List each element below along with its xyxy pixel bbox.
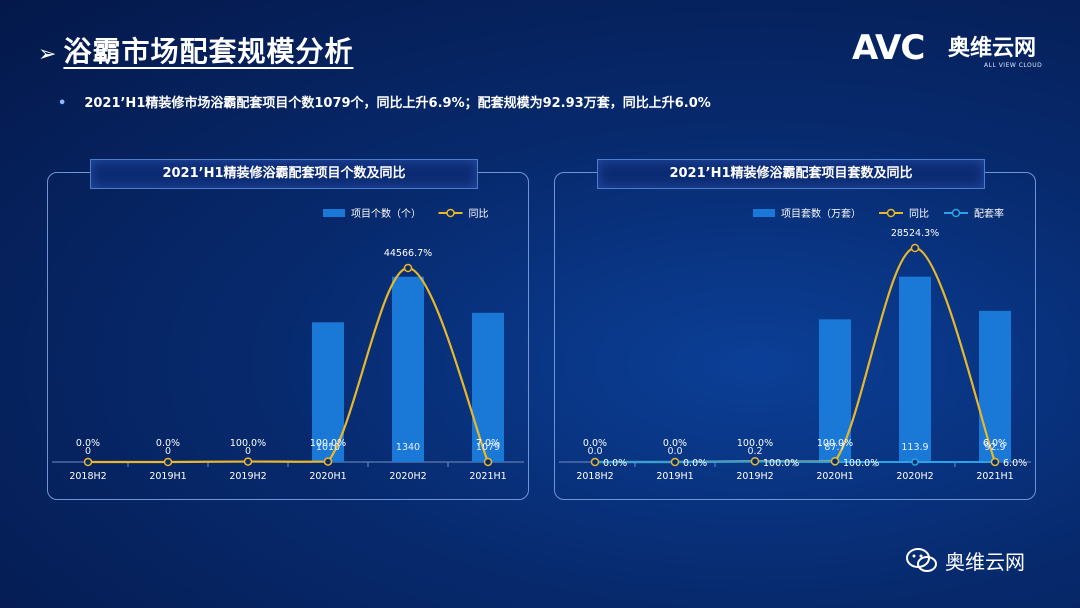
x-tick-label: 2020H2 [896, 471, 933, 482]
x-tick-label: 2019H2 [736, 471, 773, 482]
yoy-marker [83, 457, 93, 467]
legend-label: 同比 [469, 208, 489, 220]
x-tick-label: 2019H1 [149, 471, 186, 482]
legend-marker [446, 208, 455, 218]
bar-value-label: 0 [85, 446, 91, 457]
yoy-label: 7.0% [476, 438, 500, 449]
rate-label: 0.0% [683, 458, 707, 469]
yoy-marker [990, 457, 1000, 467]
bar-value-label: 0.0 [667, 446, 682, 457]
x-tick-label: 2018H2 [576, 471, 613, 482]
yoy-label: 28524.3% [891, 228, 939, 239]
yoy-marker [483, 457, 493, 467]
rate-label: 0.0% [603, 458, 627, 469]
bar-value-label: 0 [245, 446, 251, 457]
bar [392, 276, 424, 462]
bar-value-label: 0.0 [587, 446, 602, 457]
legend-label: 同比 [909, 208, 929, 220]
bullet-icon: • [58, 96, 67, 111]
yoy-marker [403, 263, 413, 273]
legend-label: 项目个数（个） [351, 207, 421, 220]
chart-panel-count: 2021’H1精装修浴霸配套项目个数及同比 项目个数（个） 同比 2018H2 201… [47, 159, 529, 500]
legend-marker [951, 208, 961, 218]
yoy-label: 0.0% [663, 438, 687, 449]
yoy-label: 6.0% [983, 438, 1007, 449]
x-tick-label: 2020H1 [309, 471, 346, 482]
legend-marker [886, 208, 896, 218]
bar-value-label: 1079 [476, 442, 500, 453]
logo-cn: 奥维云网 [948, 36, 1037, 61]
page-title: ➢ 浴霸市场配套规模分析 [38, 30, 353, 70]
legend-label: 配套率 [974, 207, 1004, 220]
yoy-label: 100.0% [737, 438, 773, 449]
legend-label: 项目套数（万套） [781, 207, 861, 220]
yoy-line [88, 266, 490, 464]
yoy-marker [163, 457, 173, 467]
summary-text: 2021’H1精装修市场浴霸配套项目个数1079个，同比上升6.9%；配套规模为… [84, 96, 711, 111]
bar [472, 312, 504, 462]
title-arrow-icon: ➢ [38, 42, 58, 67]
yoy-marker [910, 243, 920, 253]
rate-marker [911, 458, 919, 466]
bar-value-label: 87.7 [824, 442, 845, 453]
wechat-label: 奥维云网 [945, 550, 1025, 574]
chart-panel-sets: 2021’H1精装修浴霸配套项目套数及同比 项目套数（万套） 同比 配套率 2018H… [554, 159, 1036, 500]
yoy-marker [243, 457, 253, 466]
yoy-label: 0.0% [583, 438, 607, 449]
chart-title-sets: 2021’H1精装修浴霸配套项目套数及同比 [597, 159, 985, 189]
yoy-marker [670, 457, 680, 467]
wechat-icon [906, 548, 937, 572]
yoy-label: 44566.7% [384, 248, 432, 259]
rate-label: 100.0% [763, 458, 799, 469]
bar-value-label: 113.9 [901, 442, 928, 453]
wechat-footer: 奥维云网 [905, 546, 1075, 576]
yoy-marker [830, 456, 840, 466]
x-tick-label: 2019H1 [656, 471, 693, 482]
bar-value-label: 0.2 [747, 446, 762, 457]
yoy-line [595, 246, 997, 464]
x-tick-label: 2018H2 [69, 471, 106, 482]
bar-value-label: 0 [165, 446, 171, 457]
x-tick-label: 2020H1 [816, 471, 853, 482]
chart-sets-svg: 项目套数（万套） 同比 配套率 2018H2 2019H1 2019H2 2020H1 202… [559, 207, 1031, 482]
x-tick-label: 2021H1 [469, 471, 506, 482]
bar [979, 310, 1011, 462]
x-tick-label: 2021H1 [976, 471, 1013, 482]
x-tick-label: 2020H2 [389, 471, 426, 482]
rate-label: 100.0% [843, 458, 879, 469]
yoy-marker [750, 456, 760, 466]
chart-count-svg: 项目个数（个） 同比 2018H2 2019H1 2019H2 2020H1 2020H2 2… [52, 207, 524, 482]
logo-brand: AVC [852, 28, 925, 68]
chart-title-count: 2021’H1精装修浴霸配套项目个数及同比 [90, 159, 478, 189]
legend-swatch-bar [323, 209, 345, 217]
yoy-label: 0.0% [156, 438, 180, 449]
rate-label: 6.0% [1003, 458, 1027, 469]
logo-en: ALL VIEW CLOUD [984, 62, 1043, 69]
yoy-marker [323, 457, 333, 466]
bar-value-label: 1010 [316, 442, 340, 453]
yoy-label: 100.0% [230, 438, 266, 449]
bar [312, 322, 344, 462]
summary-line: • 2021’H1精装修市场浴霸配套项目个数1079个，同比上升6.9%；配套规模… [58, 92, 711, 111]
bar-value-label: 92.9 [984, 442, 1005, 453]
yoy-label: 0.0% [76, 438, 100, 449]
bar [899, 276, 931, 462]
page-title-text: 浴霸市场配套规模分析 [63, 35, 354, 68]
x-tick-label: 2019H2 [229, 471, 266, 482]
avc-logo: AVC 奥维云网 ALL VIEW CLOUD [852, 28, 1048, 78]
bar-value-label: 1340 [396, 442, 420, 453]
legend-swatch-bar [753, 209, 775, 217]
yoy-label: 100.0% [310, 438, 346, 449]
yoy-label: 100.0% [817, 438, 853, 449]
yoy-marker [590, 457, 600, 467]
